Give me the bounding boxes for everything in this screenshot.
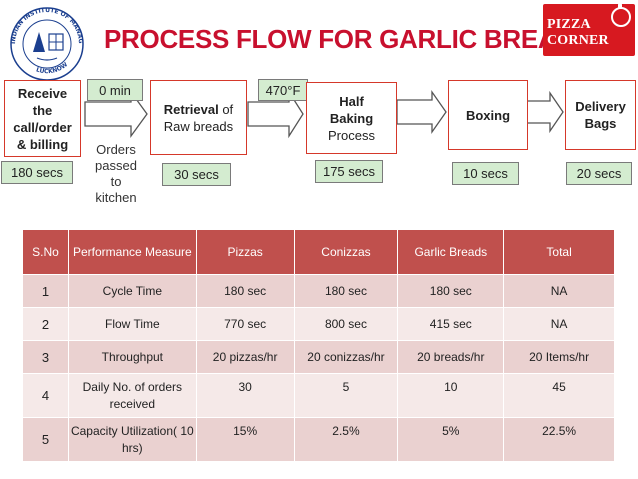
table-cell: 3 xyxy=(22,340,69,374)
performance-table: S.No Performance Measure Pizzas Conizzas… xyxy=(22,229,615,462)
delivery-line-1: Delivery xyxy=(575,99,626,114)
table-cell: NA xyxy=(503,307,615,341)
baking-line-1: Half xyxy=(339,93,364,109)
table-cell: 1 xyxy=(22,274,69,308)
table-cell: Capacity Utilization( 10 hrs) xyxy=(67,417,197,462)
orders-passed-note: Orders passed to kitchen xyxy=(86,142,146,206)
header-total: Total xyxy=(503,229,615,275)
arrow-3 xyxy=(396,89,447,135)
table-cell: 5 xyxy=(22,417,69,462)
table-cell: 20 pizzas/hr xyxy=(195,340,295,374)
receive-line-2: the xyxy=(32,102,53,118)
passed-line-2: passed xyxy=(95,158,137,173)
receive-line-3: call/order xyxy=(13,119,72,135)
logo-line-1: PIZZA xyxy=(547,17,591,32)
delivery-box: Delivery Bags xyxy=(565,80,636,150)
table-cell: Flow Time xyxy=(67,307,197,341)
baking-line-2: Baking xyxy=(329,110,374,126)
table-cell: 4 xyxy=(22,373,69,418)
header-garlic-breads: Garlic Breads xyxy=(397,229,505,275)
table-cell: 20 breads/hr xyxy=(397,340,505,374)
table-row: 2 Flow Time 770 sec 800 sec 415 sec NA xyxy=(22,307,615,341)
receive-time-tag: 180 secs xyxy=(1,161,73,184)
table-row: 5 Capacity Utilization( 10 hrs) 15% 2.5%… xyxy=(22,417,615,462)
table-cell: 5 xyxy=(293,373,399,418)
header-sno: S.No xyxy=(22,229,69,275)
page-title: PROCESS FLOW FOR GARLIC BREADS xyxy=(104,24,592,54)
table-cell: NA xyxy=(503,274,615,308)
retrieval-bold: Retrieval xyxy=(163,101,219,117)
table-cell: 2 xyxy=(22,307,69,341)
delivery-time-tag: 20 secs xyxy=(566,162,632,185)
boxing-time-tag: 10 secs xyxy=(452,162,519,185)
table-cell: 30 xyxy=(195,373,295,418)
table-cell: Throughput xyxy=(67,340,197,374)
table-cell: 5% xyxy=(397,417,505,462)
header-conizzas: Conizzas xyxy=(293,229,399,275)
table-cell: 180 sec xyxy=(195,274,295,308)
table-header-row: S.No Performance Measure Pizzas Conizzas… xyxy=(22,229,615,275)
retrieval-box: Retrieval of Raw breads xyxy=(150,80,247,155)
iim-logo: INDIAN INSTITUTE OF MANAGEMENT LUCKNOW xyxy=(0,0,91,82)
passed-line-1: Orders xyxy=(96,142,136,157)
table-row: 4 Daily No. of orders received 30 5 10 4… xyxy=(22,373,615,418)
header-pizzas: Pizzas xyxy=(195,229,295,275)
temperature-tag: 470°F xyxy=(258,79,308,101)
passed-line-4: kitchen xyxy=(95,190,137,205)
table-cell: 800 sec xyxy=(293,307,399,341)
receive-line-1: Receive xyxy=(17,85,68,101)
logo-line-2: CORNER xyxy=(547,33,609,48)
table-cell: 2.5% xyxy=(293,417,399,462)
baking-time-tag: 175 secs xyxy=(315,160,383,183)
boxing-label: Boxing xyxy=(465,108,511,123)
retrieval-time-tag: 30 secs xyxy=(162,163,231,186)
table-cell: Cycle Time xyxy=(67,274,197,308)
wait-time-tag: 0 min xyxy=(87,79,143,101)
table-cell: 180 sec xyxy=(293,274,399,308)
table-cell: 180 sec xyxy=(397,274,505,308)
table-cell: 415 sec xyxy=(397,307,505,341)
table-cell: 770 sec xyxy=(195,307,295,341)
half-baking-box: Half Baking Process xyxy=(306,82,397,154)
pizza-corner-logo: PIZZA CORNER xyxy=(543,3,635,56)
table-cell: 20 conizzas/hr xyxy=(293,340,399,374)
arrow-4 xyxy=(526,90,564,134)
table-cell: Daily No. of orders received xyxy=(67,373,197,418)
table-cell: 15% xyxy=(195,417,295,462)
retrieval-rest: of xyxy=(218,101,234,117)
table-row: 3 Throughput 20 pizzas/hr 20 conizzas/hr… xyxy=(22,340,615,374)
table-cell: 45 xyxy=(503,373,615,418)
receive-line-4: & billing xyxy=(16,136,69,152)
table-cell: 22.5% xyxy=(503,417,615,462)
retrieval-line-2: Raw breads xyxy=(163,118,234,134)
delivery-line-2: Bags xyxy=(584,116,617,131)
boxing-box: Boxing xyxy=(448,80,528,150)
passed-line-3: to xyxy=(110,174,122,189)
table-cell: 10 xyxy=(397,373,505,418)
table-row: 1 Cycle Time 180 sec 180 sec 180 sec NA xyxy=(22,274,615,308)
table-cell: 20 Items/hr xyxy=(503,340,615,374)
receive-order-box: Receive the call/order & billing xyxy=(4,80,81,157)
baking-line-3: Process xyxy=(328,127,375,143)
header-measure: Performance Measure xyxy=(67,229,197,275)
tomato-icon xyxy=(611,3,631,27)
